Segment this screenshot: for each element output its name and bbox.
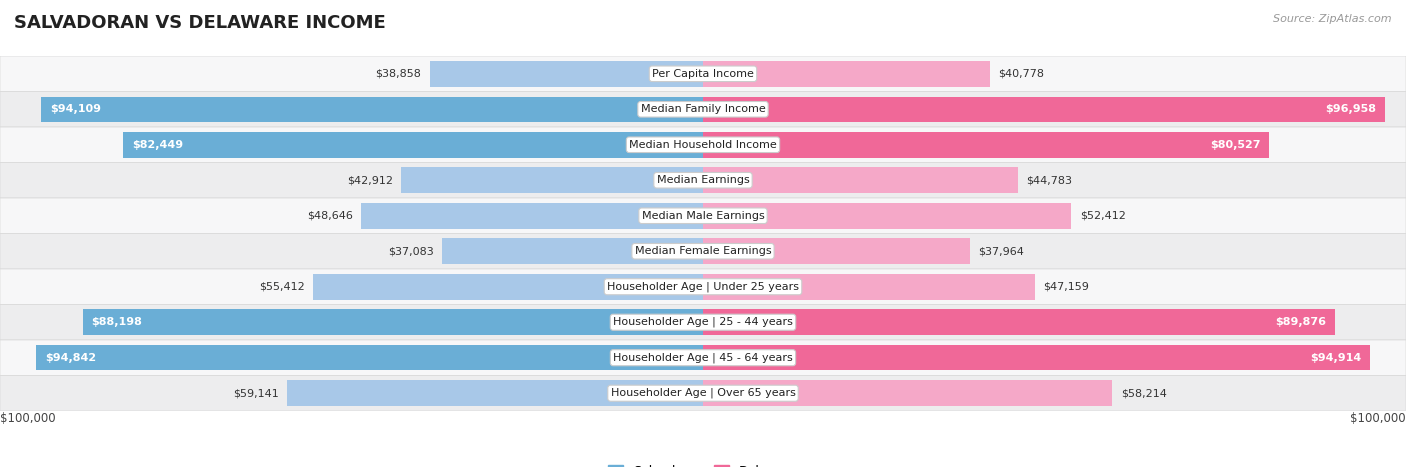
FancyBboxPatch shape [0,163,1406,198]
Text: $52,412: $52,412 [1080,211,1126,221]
Bar [703,61,990,86]
Text: Median Male Earnings: Median Male Earnings [641,211,765,221]
FancyBboxPatch shape [0,127,1406,163]
Bar [703,203,1071,228]
Text: $58,214: $58,214 [1121,388,1167,398]
Bar [430,61,703,86]
Text: $37,083: $37,083 [388,246,434,256]
Text: $37,964: $37,964 [979,246,1024,256]
Bar [41,97,703,122]
Text: Median Earnings: Median Earnings [657,175,749,185]
FancyBboxPatch shape [0,304,1406,340]
FancyBboxPatch shape [0,375,1406,411]
FancyBboxPatch shape [0,92,1406,127]
FancyBboxPatch shape [0,198,1406,234]
Text: $44,783: $44,783 [1026,175,1073,185]
Text: Source: ZipAtlas.com: Source: ZipAtlas.com [1274,14,1392,24]
Text: $47,159: $47,159 [1043,282,1088,292]
Text: SALVADORAN VS DELAWARE INCOME: SALVADORAN VS DELAWARE INCOME [14,14,385,32]
Bar [314,274,703,299]
Text: $42,912: $42,912 [347,175,392,185]
Bar [401,168,703,193]
Text: $80,527: $80,527 [1211,140,1261,150]
Bar [83,310,703,335]
Text: $100,000: $100,000 [0,412,56,425]
Text: $94,109: $94,109 [49,104,101,114]
FancyBboxPatch shape [0,56,1406,92]
Bar [361,203,703,228]
Bar [703,239,970,264]
FancyBboxPatch shape [0,269,1406,304]
Text: $48,646: $48,646 [307,211,353,221]
FancyBboxPatch shape [0,234,1406,269]
Text: $94,914: $94,914 [1310,353,1362,363]
Legend: Salvadoran, Delaware: Salvadoran, Delaware [603,460,803,467]
Text: $38,858: $38,858 [375,69,422,79]
Text: Per Capita Income: Per Capita Income [652,69,754,79]
Bar [703,381,1112,406]
Text: Median Family Income: Median Family Income [641,104,765,114]
Text: Median Female Earnings: Median Female Earnings [634,246,772,256]
FancyBboxPatch shape [0,340,1406,375]
Text: $40,778: $40,778 [998,69,1045,79]
Bar [703,132,1270,157]
Bar [37,345,703,370]
Bar [287,381,703,406]
Bar [703,274,1035,299]
Bar [703,97,1385,122]
Text: $94,842: $94,842 [45,353,96,363]
Text: $88,198: $88,198 [91,317,142,327]
Text: Householder Age | Under 25 years: Householder Age | Under 25 years [607,282,799,292]
Bar [703,310,1334,335]
Text: Householder Age | Over 65 years: Householder Age | Over 65 years [610,388,796,398]
Text: $59,141: $59,141 [233,388,278,398]
Text: $100,000: $100,000 [1350,412,1406,425]
Bar [703,345,1371,370]
Text: Median Household Income: Median Household Income [628,140,778,150]
Text: Householder Age | 25 - 44 years: Householder Age | 25 - 44 years [613,317,793,327]
Text: $96,958: $96,958 [1326,104,1376,114]
Text: $82,449: $82,449 [132,140,183,150]
Bar [703,168,1018,193]
Bar [443,239,703,264]
Text: $89,876: $89,876 [1275,317,1326,327]
Text: $55,412: $55,412 [259,282,305,292]
Bar [124,132,703,157]
Text: Householder Age | 45 - 64 years: Householder Age | 45 - 64 years [613,353,793,363]
